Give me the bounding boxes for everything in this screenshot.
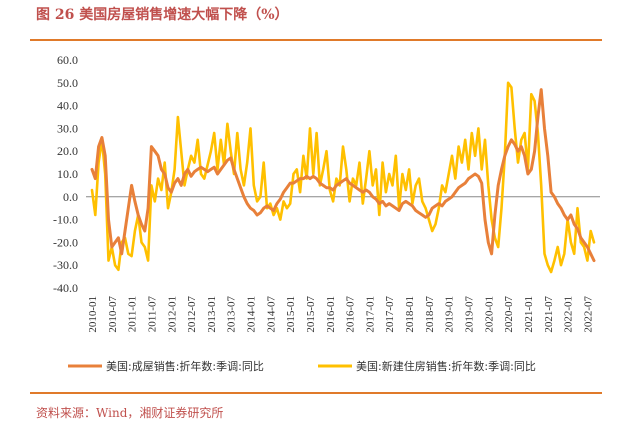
y-tick-label: -20.0	[53, 235, 78, 249]
x-tick-label: 2014-07	[265, 296, 277, 333]
y-tick-label: 40.0	[57, 99, 78, 113]
series-new-home-sales-line	[90, 81, 596, 274]
x-tick-label: 2015-01	[285, 296, 297, 333]
x-tick-label: 2020-01	[483, 296, 495, 333]
legend: 美国:成屋销售:折年数:季调:同比 美国:新建住房销售:折年数:季调:同比	[68, 359, 536, 373]
y-tick-label: 0.0	[63, 190, 78, 204]
source-note: 资料来源：Wind，湘财证券研究所	[36, 406, 224, 420]
legend-label-new-home-sales: 美国:新建住房销售:折年数:季调:同比	[356, 359, 536, 373]
x-tick-label: 2021-01	[523, 296, 535, 333]
y-tick-label: 20.0	[57, 144, 78, 158]
x-tick-label: 2017-01	[364, 296, 376, 333]
y-tick-label: -10.0	[53, 213, 78, 227]
x-axis: 2010-01 2010-07 2011-01 2011-07 2012-01 2012-…	[86, 196, 600, 333]
legend-label-existing-home-sales: 美国:成屋销售:折年数:季调:同比	[106, 359, 264, 373]
x-tick-label: 2018-01	[404, 296, 416, 333]
x-tick-label: 2019-07	[464, 296, 476, 333]
y-tick-label: 30.0	[57, 121, 78, 135]
figure-title: 图 26 美国房屋销售增速大幅下降（%）	[36, 7, 289, 23]
x-tick-label: 2010-07	[107, 296, 119, 333]
y-tick-label: 10.0	[57, 167, 78, 181]
x-tick-label: 2012-07	[186, 296, 198, 333]
x-tick-label: 2019-01	[444, 296, 456, 333]
x-tick-label: 2013-01	[206, 296, 218, 333]
x-tick-label: 2013-07	[226, 296, 238, 333]
x-tick-label: 2014-01	[246, 296, 258, 333]
x-tick-label: 2015-07	[305, 296, 317, 333]
x-tick-label: 2017-07	[384, 296, 396, 333]
x-tick-label: 2011-07	[146, 296, 158, 333]
y-tick-label: -40.0	[53, 281, 78, 295]
series-layer	[90, 81, 596, 274]
series-existing-home-sales-line	[90, 88, 596, 263]
y-tick-label: 60.0	[57, 53, 78, 67]
x-tick-label: 2016-01	[325, 296, 337, 333]
y-tick-label: -30.0	[53, 258, 78, 272]
x-tick-label: 2022-01	[563, 296, 575, 333]
x-tick-label: 2010-01	[87, 296, 99, 333]
x-tick-label: 2012-01	[166, 296, 178, 333]
x-tick-label: 2020-07	[503, 296, 515, 333]
bottom-rule	[30, 392, 602, 394]
x-tick-label: 2021-07	[543, 296, 555, 333]
x-tick-label: 2022-07	[582, 296, 594, 333]
x-tick-label: 2018-07	[424, 296, 436, 333]
y-axis: 60.0 50.0 40.0 30.0 20.0 10.0 0.0 -10.0 -20.0 -30…	[53, 53, 78, 295]
top-rule	[30, 39, 602, 41]
x-tick-label: 2011-01	[127, 296, 139, 332]
y-tick-label: 50.0	[57, 76, 78, 90]
x-tick-label: 2016-07	[345, 296, 357, 333]
